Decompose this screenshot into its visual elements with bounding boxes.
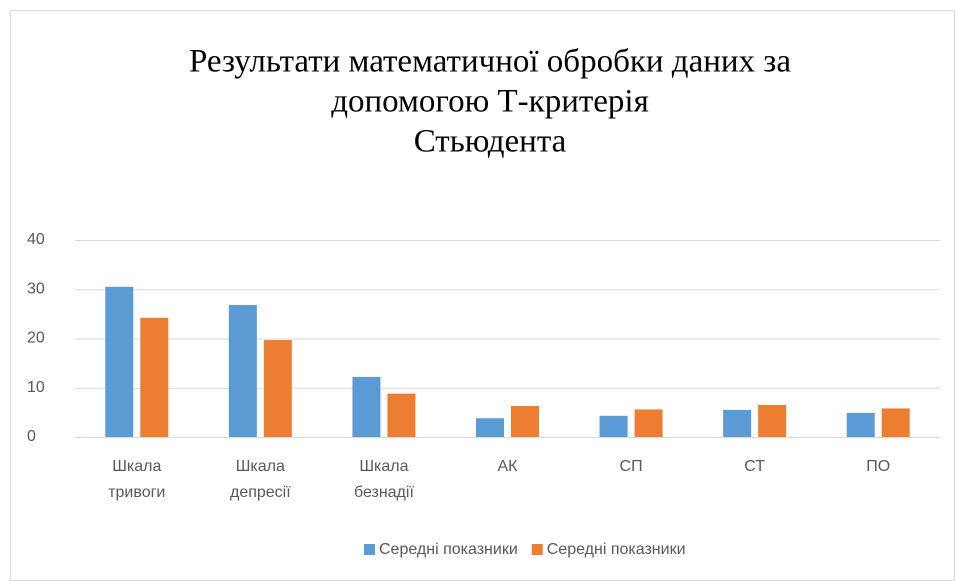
legend-label: Середні показники (547, 541, 686, 558)
y-tick-label: 40 (27, 231, 45, 248)
y-tick-label: 0 (27, 428, 36, 445)
bar (476, 418, 504, 437)
chart-title: Стьюдента (414, 124, 567, 160)
bar (758, 404, 787, 437)
x-tick-label: Шкала безнадії (353, 458, 414, 501)
bar (105, 286, 134, 437)
bar (634, 409, 663, 437)
legend-swatch (531, 544, 543, 555)
bar (352, 376, 381, 437)
x-tick-label: ПО (866, 458, 891, 475)
legend-label: Середні показники (379, 541, 518, 558)
chart-title: допомогою Т-критерія (331, 84, 649, 120)
bar (511, 405, 539, 437)
x-tick-label: СП (619, 458, 643, 475)
bar (881, 408, 910, 437)
y-tick-label: 30 (27, 280, 45, 297)
bar (387, 393, 416, 437)
bar (140, 317, 169, 437)
bar (263, 339, 292, 437)
bar (599, 415, 628, 437)
x-tick-label: АК (497, 458, 518, 475)
y-tick-label: 20 (27, 330, 45, 347)
chart-border (10, 10, 955, 581)
x-tick-label: Шкала тривоги (108, 458, 166, 501)
bar (228, 305, 257, 437)
legend-swatch (364, 544, 375, 555)
y-tick-label: 10 (27, 379, 45, 396)
x-tick-label: СТ (744, 458, 766, 475)
chart-title: Результати математичної обробки даних за (189, 44, 791, 80)
x-tick-label: Шкала депресії (229, 458, 291, 501)
bar (846, 412, 875, 437)
bar (723, 409, 752, 437)
